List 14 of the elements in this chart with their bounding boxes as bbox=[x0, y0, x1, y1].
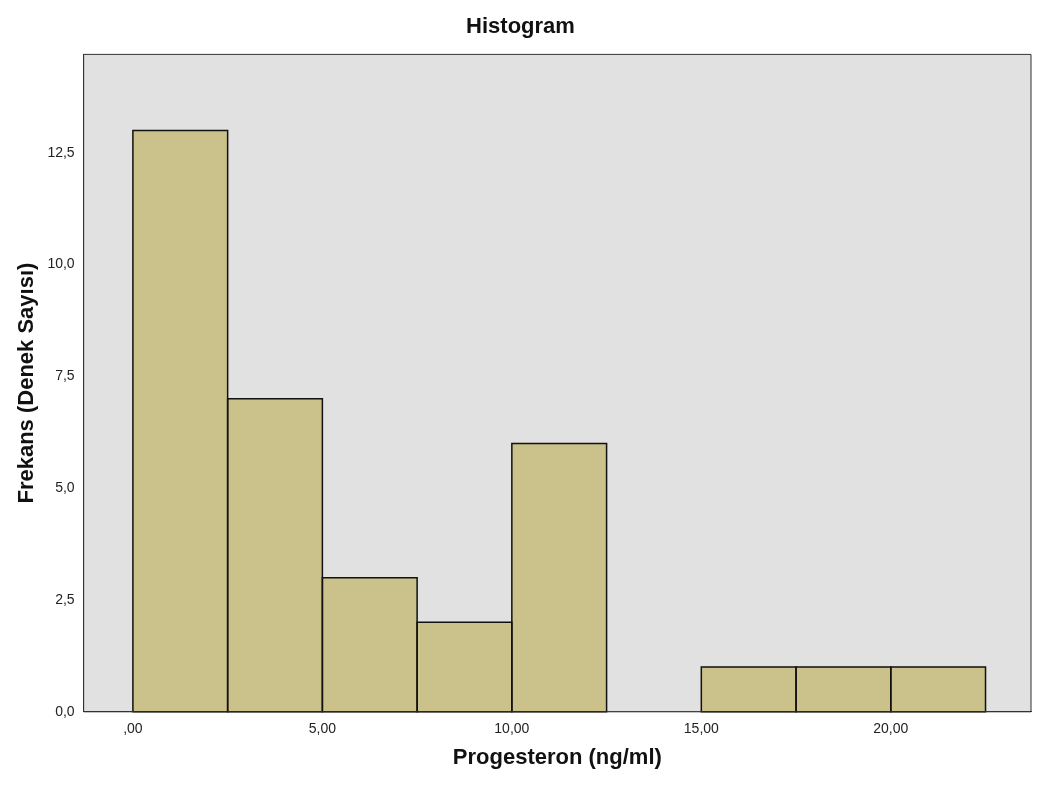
y-tick-label: 12,5 bbox=[47, 143, 75, 160]
x-tick-label: ,00 bbox=[123, 720, 143, 737]
y-tick-label: 10,0 bbox=[47, 255, 75, 272]
x-tick-label: 5,00 bbox=[308, 720, 337, 737]
x-tick-label: 10,00 bbox=[494, 720, 530, 737]
y-tick-label: 5,0 bbox=[55, 479, 75, 496]
y-tick-label: 2,5 bbox=[55, 590, 75, 607]
y-tick-label: 0,0 bbox=[55, 702, 75, 719]
x-tick-label: 15,00 bbox=[683, 720, 720, 737]
y-tick-label: 7,5 bbox=[55, 367, 75, 384]
chart-title: Histogram bbox=[466, 13, 575, 39]
x-tick-label: 20,00 bbox=[873, 720, 909, 737]
x-axis-title: Progesteron (ng/ml) bbox=[452, 743, 662, 769]
y-axis-title: Frekans (Denek Sayısı) bbox=[13, 262, 39, 504]
